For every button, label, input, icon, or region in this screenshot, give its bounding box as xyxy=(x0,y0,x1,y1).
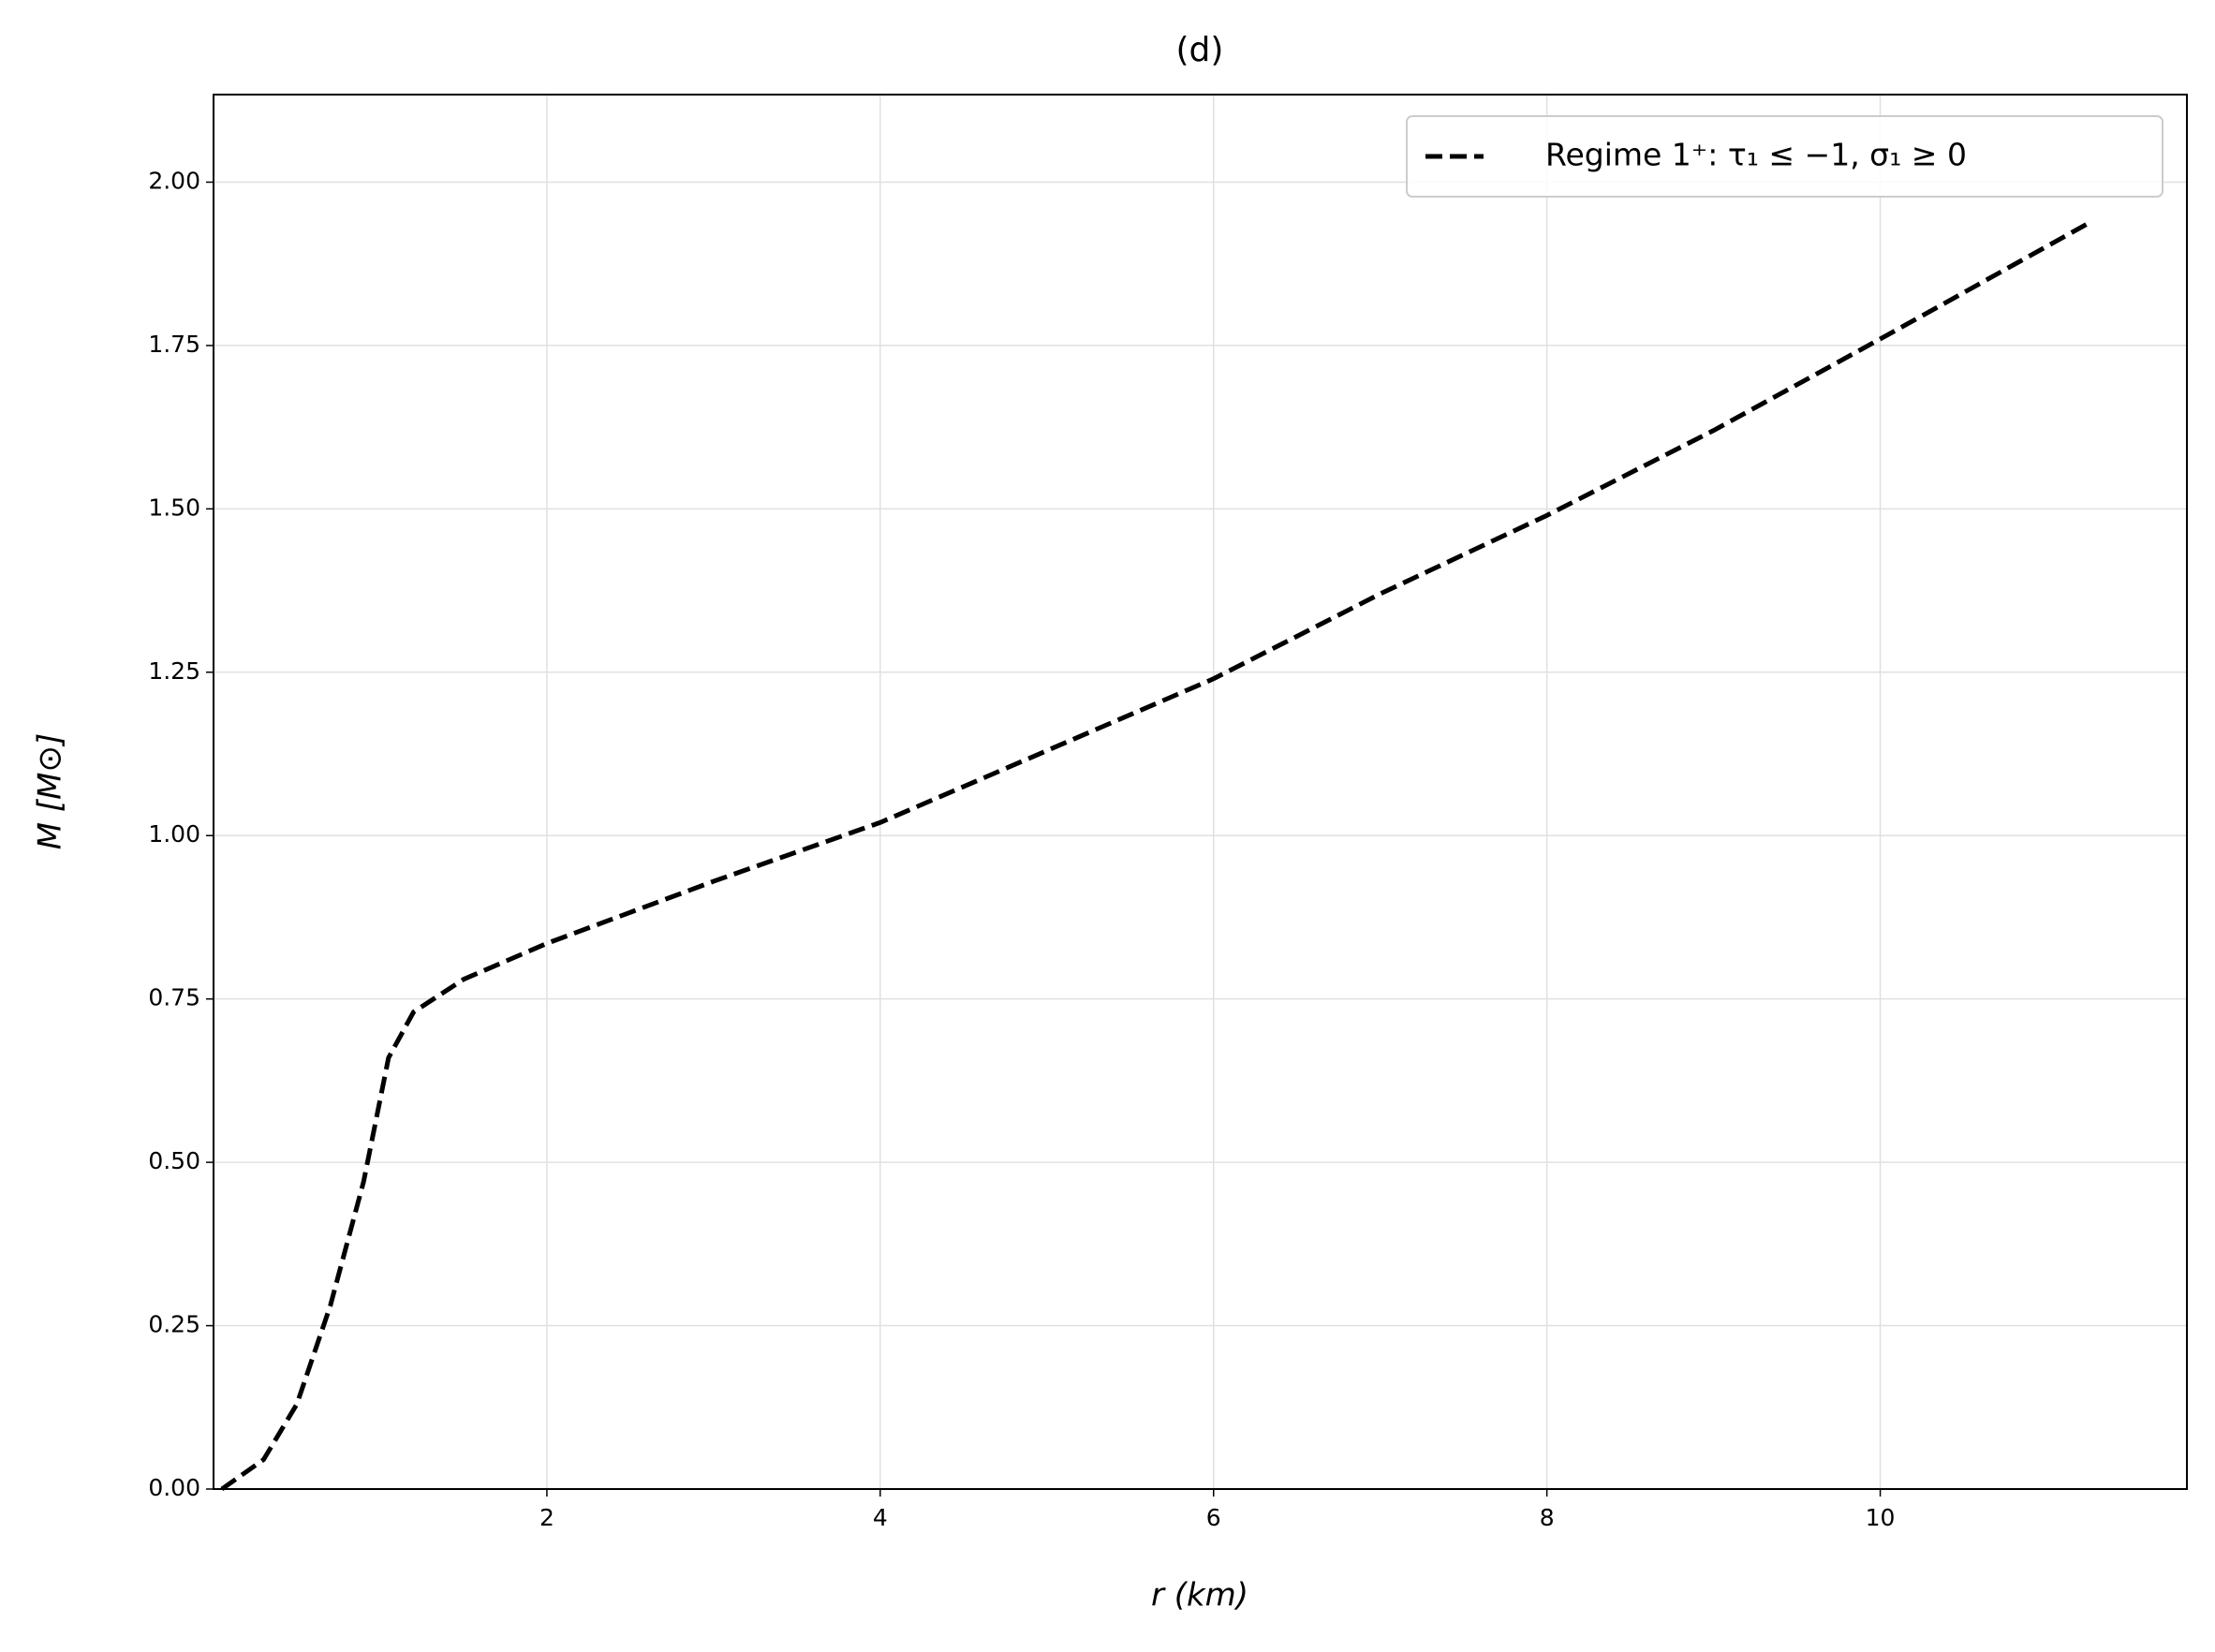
y-tick-label: 1.50 xyxy=(148,494,200,521)
chart-title: (d) xyxy=(1176,31,1224,69)
y-axis-label: M [M⊙] xyxy=(32,733,69,850)
x-tick-label: 2 xyxy=(539,1504,554,1531)
y-tick-label: 0.00 xyxy=(148,1474,200,1501)
y-tick-label: 1.75 xyxy=(148,331,200,358)
legend-box xyxy=(1406,115,2163,198)
x-tick-label: 4 xyxy=(873,1504,888,1531)
y-tick-label: 0.25 xyxy=(148,1311,200,1338)
plot-frame xyxy=(213,94,2188,1490)
data-line xyxy=(220,219,2093,1492)
y-tick-label: 0.75 xyxy=(148,984,200,1011)
y-tick-label: 2.00 xyxy=(148,167,200,194)
x-tick-label: 6 xyxy=(1206,1504,1221,1531)
y-tick-label: 1.25 xyxy=(148,657,200,685)
legend-label: Regime 1⁺: τ₁ ≤ −1, σ₁ ≥ 0 xyxy=(1545,137,1967,173)
x-tick-label: 10 xyxy=(1866,1504,1896,1531)
y-tick-label: 0.50 xyxy=(148,1147,200,1174)
x-axis-label: r (km) xyxy=(1151,1577,1248,1615)
y-tick-label: 1.00 xyxy=(148,820,200,848)
x-tick-label: 8 xyxy=(1540,1504,1555,1531)
